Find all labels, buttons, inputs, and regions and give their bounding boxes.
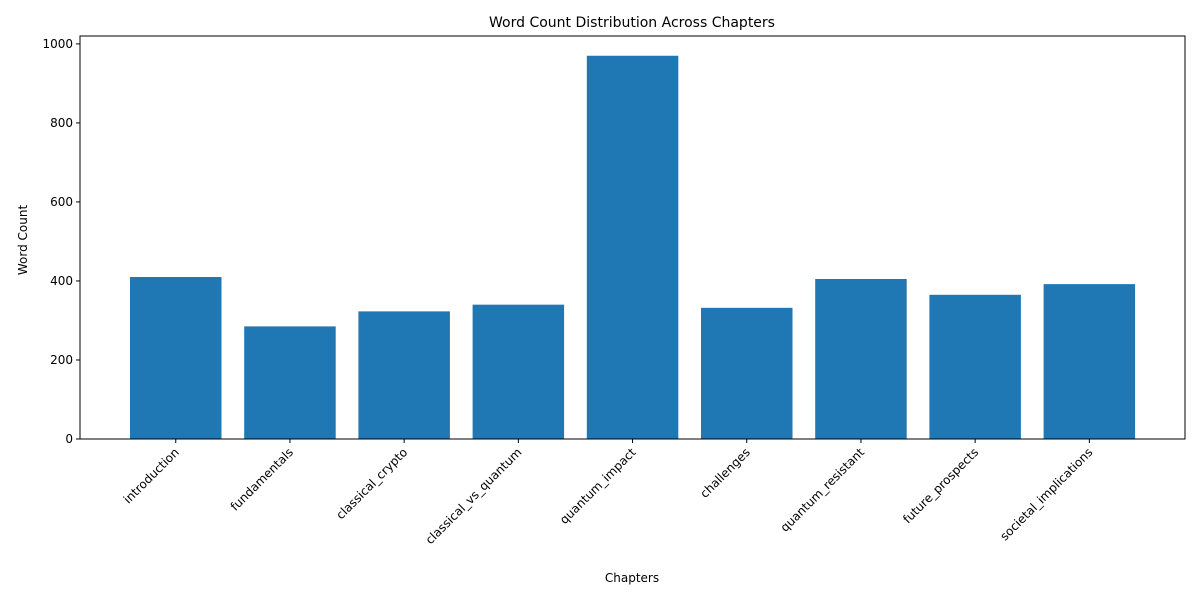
y-tick-label: 1000	[42, 37, 73, 51]
x-tick-label: classical_vs_quantum	[423, 445, 525, 547]
bar-quantum_impact	[586, 55, 679, 439]
y-tick-label: 400	[50, 274, 73, 288]
chart-title: Word Count Distribution Across Chapters	[489, 15, 775, 31]
x-tick-label: introduction	[121, 445, 182, 506]
x-tick-label: societal_implications	[997, 445, 1095, 543]
bar-challenges	[701, 307, 793, 439]
bar-fundamentals	[244, 326, 336, 439]
plot-frame	[79, 35, 1186, 440]
x-tick-label: classical_crypto	[333, 445, 410, 522]
x-tick-label: future_prospects	[900, 445, 981, 526]
x-tick-label: quantum_impact	[557, 445, 639, 527]
x-tick-label: quantum_resistant	[778, 445, 868, 535]
y-tick-label: 800	[50, 116, 73, 130]
bar-introduction	[130, 277, 222, 439]
x-axis-ticks: introduction fundamentals classical_crypto…	[121, 439, 1095, 547]
y-axis-label: Word Count	[16, 205, 30, 276]
x-tick-label: fundamentals	[228, 445, 296, 513]
bar-classical_vs_quantum	[472, 304, 565, 439]
bar-societal_implications	[1043, 284, 1136, 439]
bar-classical_crypto	[358, 311, 450, 439]
bar-quantum_resistant	[815, 278, 907, 439]
bars-group	[130, 55, 1136, 439]
y-tick-label: 200	[50, 353, 73, 367]
y-axis-ticks: 0 200 400 600 800 1000	[42, 37, 80, 446]
x-axis-label: Chapters	[605, 571, 659, 585]
x-tick-label: challenges	[697, 445, 752, 500]
y-tick-label: 600	[50, 195, 73, 209]
bar-future_prospects	[929, 294, 1021, 439]
y-tick-label: 0	[65, 432, 73, 446]
